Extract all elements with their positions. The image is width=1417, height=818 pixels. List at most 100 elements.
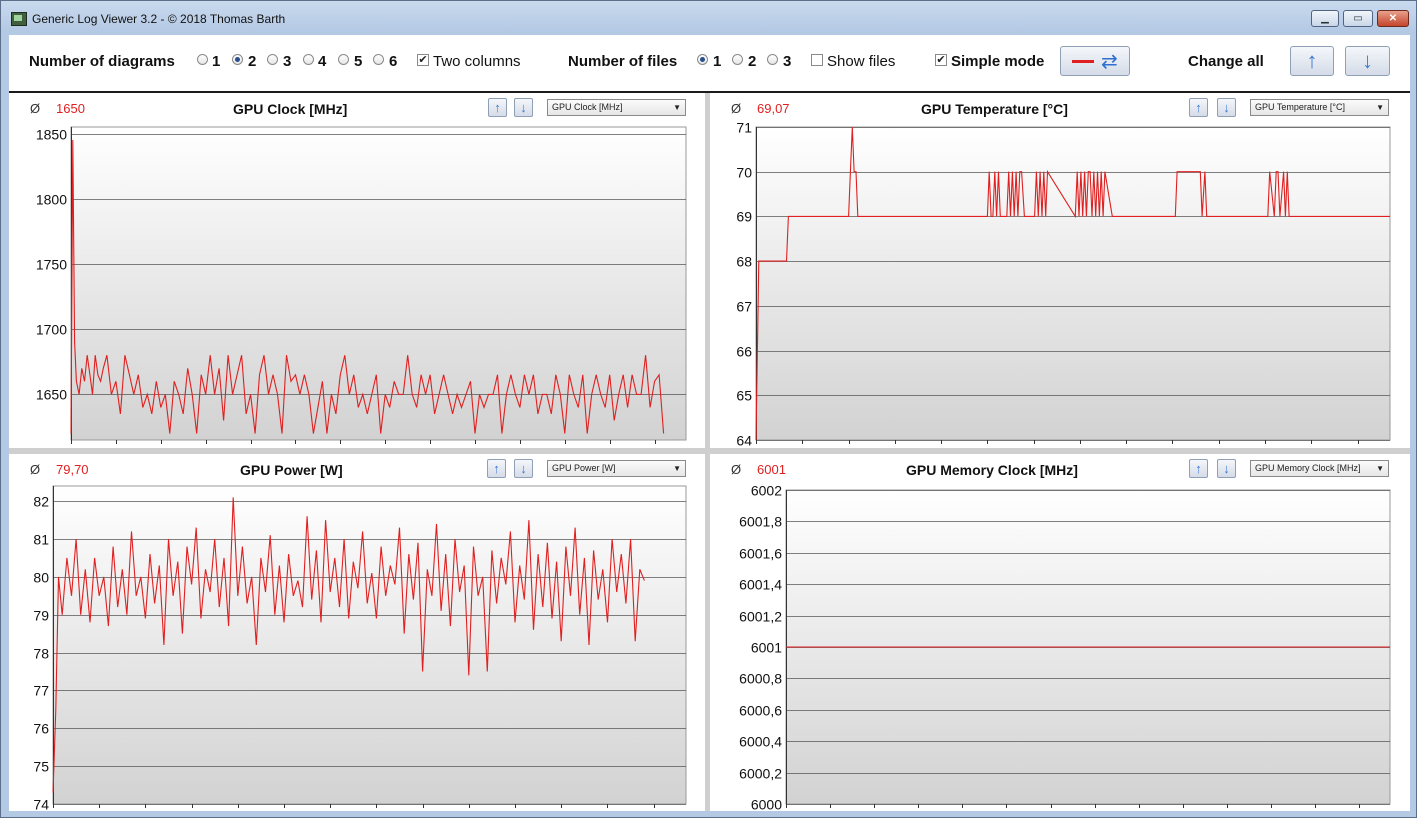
move-up-button[interactable]: ↑ [487,459,506,478]
panel-title: GPU Power [W] [240,462,343,478]
files-radio-1-label[interactable]: 1 [713,53,722,70]
y-tick-label: 70 [736,165,752,181]
diagrams-radio-1[interactable] [197,54,208,65]
diagrams-radio-3[interactable] [267,54,278,65]
move-down-button[interactable]: ↓ [1217,459,1236,478]
arrow-up-icon: ↑ [493,461,500,476]
show-files-checkbox[interactable] [811,54,823,66]
y-tick-label: 6000,6 [739,703,782,719]
toolbar: Number of diagrams 1 2 3 4 5 6 ✔ Two col… [9,35,1410,93]
x-tick-label: 01:05 [638,447,673,448]
y-tick-label: 77 [33,683,49,699]
chart-panel-gpu-memory-clock: Ø 6001 GPU Memory Clock [MHz] ↑ ↓ GPU Me… [710,454,1410,811]
two-columns-checkbox[interactable]: ✔ [417,54,429,66]
panel-title: GPU Memory Clock [MHz] [906,462,1078,478]
chart-panel-gpu-clock: Ø 1650 GPU Clock [MHz] ↑ ↓ GPU Clock [MH… [9,93,705,448]
files-radio-3[interactable] [767,54,778,65]
chart-panel-gpu-temperature: Ø 69,07 GPU Temperature [°C] ↑ ↓ GPU Tem… [710,93,1410,448]
files-radio-1[interactable] [697,54,708,65]
y-tick-label: 67 [736,299,752,315]
x-tick-label: 00:20 [924,447,959,448]
x-tick-label: 00:40 [1109,447,1144,448]
change-all-down-button[interactable]: ↓ [1345,46,1390,76]
two-columns-label[interactable]: Two columns [433,53,521,70]
average-value: 1650 [56,101,85,116]
change-all-up-button[interactable]: ↑ [1290,46,1334,76]
diagrams-radio-6-label[interactable]: 6 [389,53,398,70]
x-tick-label: 01:05 [1341,447,1376,448]
x-tick-label: 00:45 [458,447,493,448]
panel-title: GPU Temperature [°C] [921,101,1068,117]
series-line [52,497,645,793]
simple-mode-label[interactable]: Simple mode [951,53,1045,70]
chevron-down-icon: ▼ [1376,464,1384,473]
files-radio-3-label[interactable]: 3 [783,53,792,70]
move-down-button[interactable]: ↓ [514,98,533,117]
maximize-button[interactable]: ▭ [1343,10,1373,27]
diagrams-radio-5[interactable] [338,54,349,65]
move-down-button[interactable]: ↓ [514,459,533,478]
y-tick-label: 1750 [36,257,67,273]
diagrams-radio-2[interactable] [232,54,243,65]
sensor-select-value: GPU Power [W] [552,463,616,473]
diagrams-radio-1-label[interactable]: 1 [212,53,221,70]
title-bar[interactable]: Generic Log Viewer 3.2 - © 2018 Thomas B… [1,1,1416,35]
diagrams-radio-2-label[interactable]: 2 [248,53,257,70]
row-divider[interactable] [9,448,1410,454]
y-tick-label: 64 [736,433,752,449]
y-tick-label: 80 [33,570,49,586]
sensor-select[interactable]: GPU Temperature [°C] ▼ [1250,99,1389,116]
minimize-button[interactable]: ▁ [1311,10,1339,27]
move-up-button[interactable]: ↑ [1189,98,1208,117]
window-title: Generic Log Viewer 3.2 - © 2018 Thomas B… [32,12,286,26]
diagrams-radio-4[interactable] [303,54,314,65]
close-button[interactable]: ✕ [1377,10,1409,27]
chart-gpu-power: 74757677787980818200:0000:0500:1000:1500… [33,485,687,812]
x-tick-label: 00:40 [413,447,448,448]
diagrams-radio-4-label[interactable]: 4 [318,53,327,70]
arrow-up-icon: ↑ [1306,48,1318,73]
panel-header: Ø 1650 GPU Clock [MHz] ↑ ↓ GPU Clock [MH… [9,93,705,123]
average-symbol: Ø [731,101,742,116]
y-tick-label: 1850 [36,127,67,143]
y-tick-label: 68 [736,254,752,270]
arrow-down-icon: ↓ [520,461,527,476]
panel-header: Ø 69,07 GPU Temperature [°C] ↑ ↓ GPU Tem… [710,93,1410,123]
chevron-down-icon: ▼ [673,103,681,112]
diagrams-label: Number of diagrams [29,53,175,70]
move-up-button[interactable]: ↑ [488,98,507,117]
x-tick-label: 00:50 [503,447,538,448]
diagrams-radio-6[interactable] [373,54,384,65]
arrow-down-icon: ↓ [1362,48,1373,73]
average-value: 69,07 [757,101,790,116]
move-down-button[interactable]: ↓ [1217,98,1236,117]
chart-gpu-clock: 1650 1700 1750 1800 1850 00:00 00:05 00:10 00:15… [36,126,687,448]
x-tick-label: 00:05 [785,447,820,448]
simple-mode-checkbox[interactable]: ✔ [935,54,947,66]
x-tick-label: 00:45 [1155,447,1190,448]
sensor-select[interactable]: GPU Memory Clock [MHz] ▼ [1250,460,1389,477]
sensor-select-value: GPU Temperature [°C] [1255,102,1345,112]
arrow-up-icon: ↑ [1195,100,1202,115]
x-tick-label: 00:35 [368,447,403,448]
diagrams-radio-3-label[interactable]: 3 [283,53,292,70]
sensor-select-value: GPU Clock [MHz] [552,102,623,112]
plot-area [755,126,1391,441]
plot-area [52,485,687,805]
y-tick-label: 6000,2 [739,766,782,782]
y-tick-label: 79 [33,608,49,624]
show-files-label[interactable]: Show files [827,53,896,70]
diagrams-radio-5-label[interactable]: 5 [354,53,363,70]
sensor-select[interactable]: GPU Clock [MHz] ▼ [547,99,686,116]
y-tick-label: 74 [33,797,49,812]
average-symbol: Ø [30,101,41,116]
sensor-select-value: GPU Memory Clock [MHz] [1255,463,1361,473]
arrow-down-icon: ↓ [520,100,527,115]
line-style-button[interactable]: ⇄ [1060,46,1130,76]
files-radio-2[interactable] [732,54,743,65]
sensor-select[interactable]: GPU Power [W] ▼ [547,460,686,477]
line-color-swatch [1072,60,1094,63]
move-up-button[interactable]: ↑ [1189,459,1208,478]
files-radio-2-label[interactable]: 2 [748,53,757,70]
